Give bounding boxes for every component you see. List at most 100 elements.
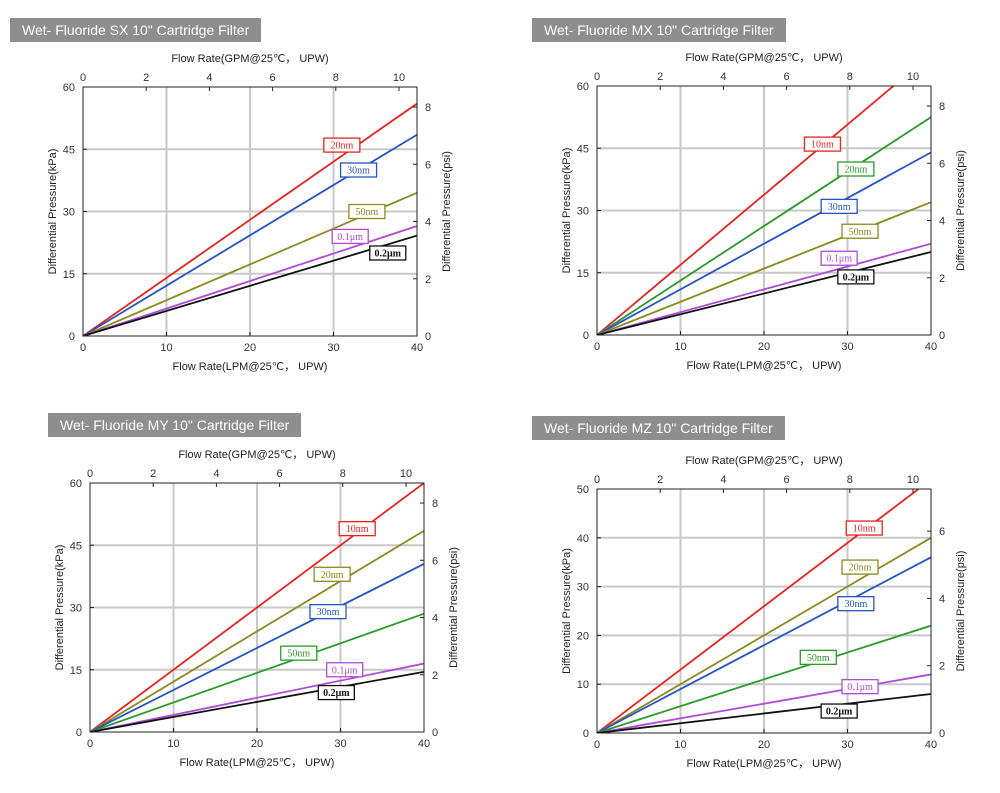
series-label-box: [309, 604, 347, 620]
series-label-box: [841, 678, 879, 695]
series-label-box: [820, 703, 858, 719]
series-label: 0.1μm: [847, 682, 873, 693]
series-line-02m: [597, 693, 931, 733]
series-label-box: [331, 228, 369, 245]
series-label: 0.1μm: [337, 232, 363, 243]
y2-tick-label: 2: [939, 273, 945, 285]
x-tick-label: 10: [167, 738, 179, 750]
series-label: 0.2μm: [375, 249, 402, 260]
y-tick-label: 20: [577, 630, 589, 642]
series-line-30nm: [597, 151, 931, 335]
series-label: 0.1μm: [332, 665, 358, 676]
x-tick-label: 20: [758, 739, 770, 751]
x-tick-label: 0: [594, 739, 600, 751]
series-line-01m: [597, 242, 931, 335]
y2-tick-label: 4: [425, 217, 431, 229]
series-line-30nm: [597, 556, 931, 733]
series-label: 30nm: [844, 599, 867, 610]
y2-axis-title: Differential Pressure(psi): [441, 151, 453, 272]
x2-tick-label: 2: [143, 72, 149, 84]
series-label-box: [280, 645, 318, 661]
x2-tick-label: 4: [213, 468, 219, 480]
series-label: 10nm: [853, 524, 876, 535]
y-tick-label: 50: [577, 484, 589, 496]
x2-tick-label: 8: [340, 468, 346, 480]
y2-tick-label: 6: [939, 158, 945, 170]
y-tick-label: 15: [70, 665, 82, 677]
y-axis-title: Differential Pressure(kPa): [561, 148, 573, 274]
series-line-02m: [83, 234, 417, 336]
chart-title: Wet- Fluoride MY 10" Cartridge Filter: [48, 413, 302, 437]
x-tick-label: 20: [758, 341, 770, 353]
x-tick-label: 40: [418, 738, 430, 750]
y-tick-label: 30: [70, 603, 82, 615]
x2-axis-title: Flow Rate(GPM@25℃， UPW): [171, 53, 328, 65]
y2-tick-label: 2: [939, 661, 945, 673]
y2-tick-label: 2: [425, 274, 431, 286]
series-line-50nm: [90, 612, 424, 732]
y-axis-title: Differential Pressure(kPa): [47, 149, 59, 275]
series-line-20nm: [597, 116, 931, 335]
x2-tick-label: 4: [206, 72, 212, 84]
x2-tick-label: 10: [907, 71, 919, 83]
y2-tick-label: 6: [939, 526, 945, 538]
y2-tick-label: 8: [425, 102, 431, 114]
x2-tick-label: 8: [847, 71, 853, 83]
x2-tick-label: 2: [657, 474, 663, 486]
x-tick-label: 0: [594, 341, 600, 353]
series-label: 20nm: [321, 570, 344, 581]
x-tick-label: 30: [327, 342, 339, 354]
y-tick-label: 30: [63, 207, 75, 219]
y2-axis-title: Differential Pressure(psi): [955, 551, 967, 672]
x-tick-label: 0: [80, 342, 86, 354]
x2-tick-label: 0: [87, 468, 93, 480]
series-label: 30nm: [828, 202, 851, 213]
y2-tick-label: 0: [939, 728, 945, 740]
x2-axis-title: Flow Rate(GPM@25℃， UPW): [178, 449, 335, 461]
x2-tick-label: 0: [594, 71, 600, 83]
x2-tick-label: 0: [80, 72, 86, 84]
series-label: 20nm: [330, 141, 353, 152]
x-tick-label: 30: [841, 739, 853, 751]
x-tick-label: 30: [841, 341, 853, 353]
series-label-box: [799, 649, 837, 666]
y-tick-label: 15: [577, 268, 589, 280]
series-label-box: [837, 596, 875, 612]
series-label-box: [369, 245, 407, 261]
x2-tick-label: 8: [333, 72, 339, 84]
series-line-50nm: [597, 624, 931, 733]
y-tick-label: 45: [70, 540, 82, 552]
y-tick-label: 60: [70, 478, 82, 490]
y-tick-label: 60: [577, 81, 589, 93]
y-tick-label: 0: [583, 728, 589, 740]
series-label: 50nm: [807, 653, 830, 664]
x2-axis-title: Flow Rate(GPM@25℃， UPW): [685, 52, 842, 64]
y2-tick-label: 6: [432, 555, 438, 567]
series-label: 10nm: [346, 524, 369, 535]
series-label: 50nm: [356, 207, 379, 218]
y-tick-label: 0: [583, 330, 589, 342]
y-tick-label: 30: [577, 206, 589, 218]
x-tick-label: 40: [925, 739, 937, 751]
x2-tick-label: 10: [400, 468, 412, 480]
series-line-10nm: [597, 86, 895, 335]
y2-axis-title: Differential Pressure(psi): [955, 150, 967, 271]
x-tick-label: 20: [251, 738, 263, 750]
x-tick-label: 10: [674, 341, 686, 353]
series-line-02m: [597, 251, 931, 335]
x2-tick-label: 8: [847, 474, 853, 486]
y2-tick-label: 0: [939, 330, 945, 342]
series-label-box: [841, 559, 879, 575]
chart-title: Wet- Fluoride MZ 10" Cartridge Filter: [532, 416, 785, 440]
x-tick-label: 40: [925, 341, 937, 353]
x-axis-title: Flow Rate(LPM@25℃， UPW): [180, 757, 335, 769]
series-line-02m: [90, 670, 424, 732]
y2-tick-label: 8: [939, 101, 945, 113]
x2-tick-label: 6: [784, 71, 790, 83]
y-tick-label: 10: [577, 679, 589, 691]
series-line-01m: [90, 662, 424, 732]
x-tick-label: 40: [411, 342, 423, 354]
